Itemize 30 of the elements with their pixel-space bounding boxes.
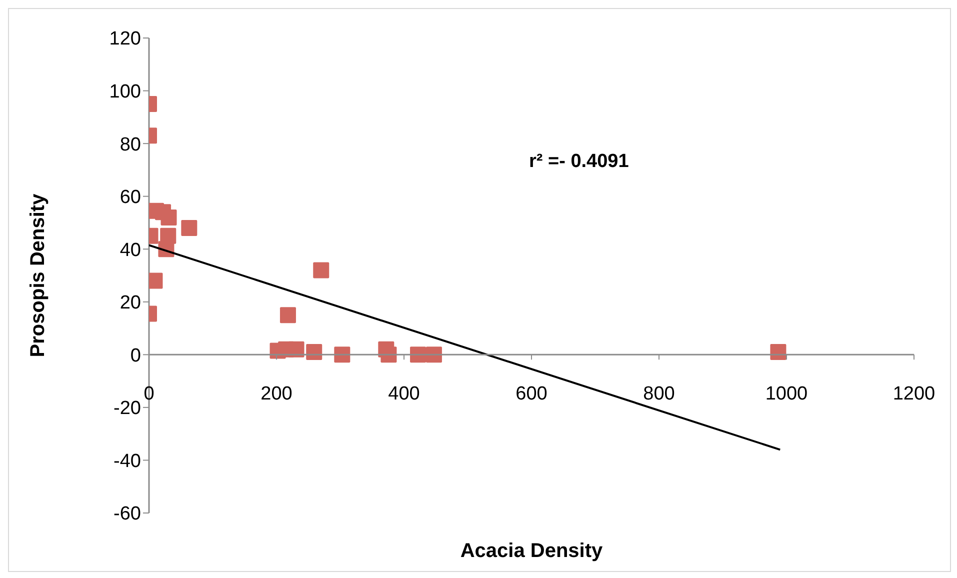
y-tick-label: 100 <box>109 82 141 103</box>
x-tick-label: 800 <box>643 384 675 405</box>
annotation: r² =- 0.4091 <box>529 151 629 173</box>
y-tick-label: 80 <box>120 134 141 156</box>
y-tick-label: 60 <box>120 187 141 208</box>
point <box>306 344 322 360</box>
y-tick-label: 40 <box>120 240 141 261</box>
x-axis-title: Acacia Density <box>460 540 604 562</box>
point <box>288 341 304 358</box>
y-tick-label: -20 <box>114 398 141 420</box>
point <box>426 346 442 363</box>
y-axis-title: Prosopis Density <box>27 192 50 358</box>
point <box>181 220 198 236</box>
x-tick-label: 400 <box>388 384 420 405</box>
point <box>313 262 330 278</box>
y-tick-label: 0 <box>130 345 141 366</box>
point <box>334 346 350 363</box>
x-tick-label: 0 <box>144 384 154 405</box>
point <box>770 344 786 360</box>
point <box>380 346 397 363</box>
y-tick-label: -60 <box>114 504 141 525</box>
point <box>280 307 296 324</box>
x-tick-label: 1000 <box>765 384 808 405</box>
x-tick-label: 600 <box>516 384 548 405</box>
x-tick-label: 1200 <box>892 384 936 405</box>
y-tick-label: 20 <box>120 292 141 314</box>
y-tick-label: -40 <box>114 450 141 472</box>
point <box>410 346 426 363</box>
x-tick-label: 200 <box>260 384 292 405</box>
y-tick-label: 120 <box>109 28 141 50</box>
